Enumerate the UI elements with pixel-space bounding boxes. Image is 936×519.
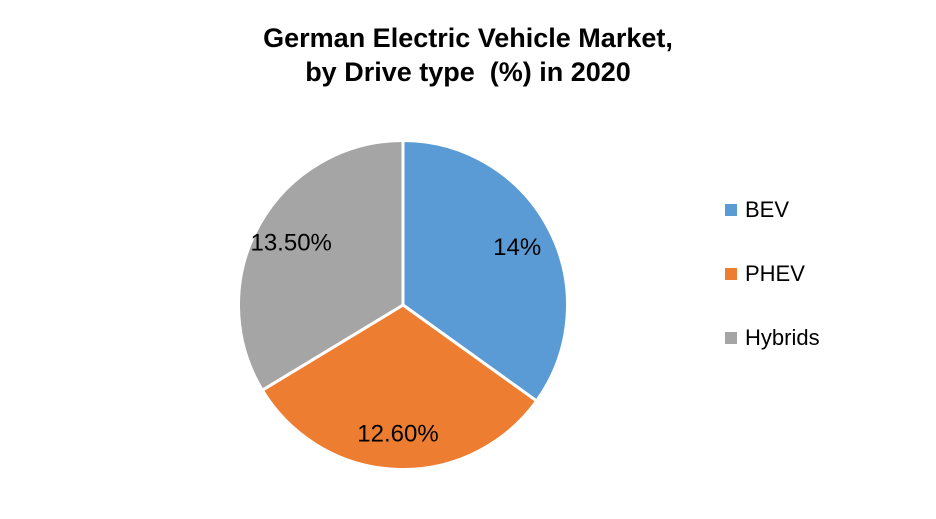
legend-swatch-icon xyxy=(725,332,737,344)
legend-label: Hybrids xyxy=(745,325,820,350)
pie-slice-hybrids xyxy=(237,139,405,392)
pie-slice-phev xyxy=(260,303,539,471)
data-label-hybrids: 13.50% xyxy=(250,229,331,256)
chart-title: German Electric Vehicle Market, by Drive… xyxy=(0,21,936,89)
legend-item-bev: BEV xyxy=(725,197,820,223)
legend: BEV PHEV Hybrids xyxy=(725,197,820,351)
chart-title-line-1: German Electric Vehicle Market, xyxy=(263,23,673,53)
legend-label: BEV xyxy=(745,197,790,222)
chart-title-line-2: by Drive type (%) in 2020 xyxy=(305,57,631,87)
pie-chart: 14% 12.60% 13.50% xyxy=(237,139,569,471)
legend-swatch-icon xyxy=(725,268,737,280)
data-label-phev: 12.60% xyxy=(357,421,438,448)
legend-label: PHEV xyxy=(745,261,805,286)
pie-slice-bev xyxy=(401,139,569,403)
data-label-bev: 14% xyxy=(493,234,541,261)
legend-item-hybrids: Hybrids xyxy=(725,325,820,351)
legend-swatch-icon xyxy=(725,204,737,216)
legend-item-phev: PHEV xyxy=(725,261,820,287)
